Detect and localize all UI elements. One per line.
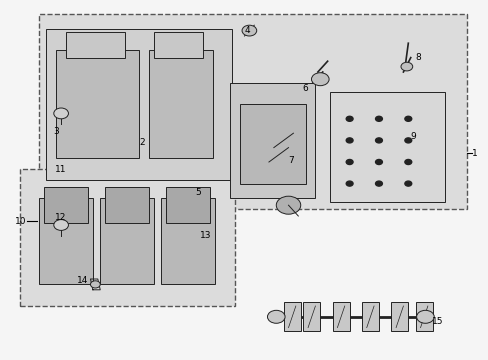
FancyBboxPatch shape: [105, 187, 149, 223]
FancyBboxPatch shape: [229, 83, 315, 198]
FancyBboxPatch shape: [39, 14, 466, 209]
Circle shape: [404, 159, 411, 165]
Circle shape: [346, 159, 352, 165]
Circle shape: [276, 196, 300, 214]
FancyBboxPatch shape: [283, 302, 300, 331]
Text: 11: 11: [55, 165, 67, 174]
FancyBboxPatch shape: [415, 302, 432, 331]
FancyBboxPatch shape: [303, 302, 320, 331]
FancyBboxPatch shape: [361, 302, 378, 331]
Circle shape: [404, 138, 411, 143]
Text: 2: 2: [139, 138, 144, 147]
Circle shape: [375, 116, 382, 121]
FancyBboxPatch shape: [44, 187, 88, 223]
Circle shape: [375, 138, 382, 143]
Text: 7: 7: [287, 156, 293, 165]
Text: 9: 9: [409, 132, 415, 141]
Circle shape: [346, 116, 352, 121]
FancyBboxPatch shape: [329, 92, 444, 202]
Text: 15: 15: [431, 317, 443, 325]
FancyBboxPatch shape: [100, 198, 154, 284]
FancyBboxPatch shape: [161, 198, 215, 284]
FancyBboxPatch shape: [239, 104, 305, 184]
Circle shape: [375, 159, 382, 165]
FancyBboxPatch shape: [149, 50, 212, 158]
FancyBboxPatch shape: [332, 302, 349, 331]
Circle shape: [400, 62, 412, 71]
FancyBboxPatch shape: [56, 50, 139, 158]
Text: 3: 3: [53, 127, 59, 136]
Text: 8: 8: [414, 53, 420, 62]
Circle shape: [54, 220, 68, 230]
Circle shape: [346, 138, 352, 143]
Text: 10: 10: [15, 217, 26, 226]
Circle shape: [375, 181, 382, 186]
Text: 5: 5: [195, 188, 201, 197]
Circle shape: [416, 310, 433, 323]
Text: 1: 1: [470, 149, 476, 158]
FancyBboxPatch shape: [390, 302, 407, 331]
FancyBboxPatch shape: [39, 198, 93, 284]
Circle shape: [404, 116, 411, 121]
Text: 13: 13: [199, 231, 211, 240]
Text: 14: 14: [76, 276, 88, 285]
Text: 6: 6: [302, 84, 308, 93]
Text: 4: 4: [244, 26, 249, 35]
Text: 12: 12: [55, 213, 67, 222]
Circle shape: [311, 73, 328, 86]
Circle shape: [346, 181, 352, 186]
FancyBboxPatch shape: [66, 32, 124, 58]
FancyBboxPatch shape: [20, 169, 234, 306]
FancyBboxPatch shape: [46, 29, 232, 180]
FancyBboxPatch shape: [166, 187, 210, 223]
Circle shape: [54, 108, 68, 119]
Circle shape: [242, 25, 256, 36]
Circle shape: [267, 310, 285, 323]
Circle shape: [404, 181, 411, 186]
Circle shape: [90, 281, 100, 288]
FancyBboxPatch shape: [154, 32, 203, 58]
